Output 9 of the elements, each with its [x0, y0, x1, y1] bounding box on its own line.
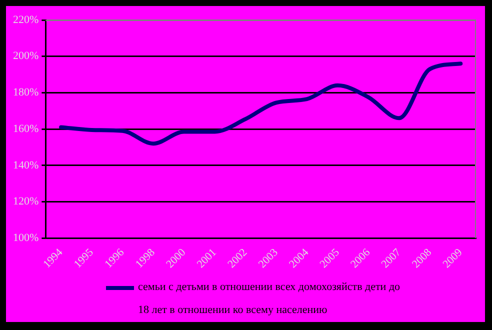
- y-tick-label: 100%: [12, 232, 39, 244]
- y-tick-label: 180%: [12, 86, 39, 99]
- y-tick-label: 200%: [12, 50, 39, 62]
- legend-label: семьи с детьми в отношении всех домохозяйств дети до 18 лет в отношении ко всему населению: [138, 280, 402, 318]
- y-tick-label: 160%: [12, 122, 39, 135]
- y-tick-label: 220%: [12, 14, 39, 26]
- y-tick-label: 120%: [12, 196, 39, 208]
- line-series: [59, 62, 463, 146]
- y-tick-label: 140%: [12, 159, 39, 172]
